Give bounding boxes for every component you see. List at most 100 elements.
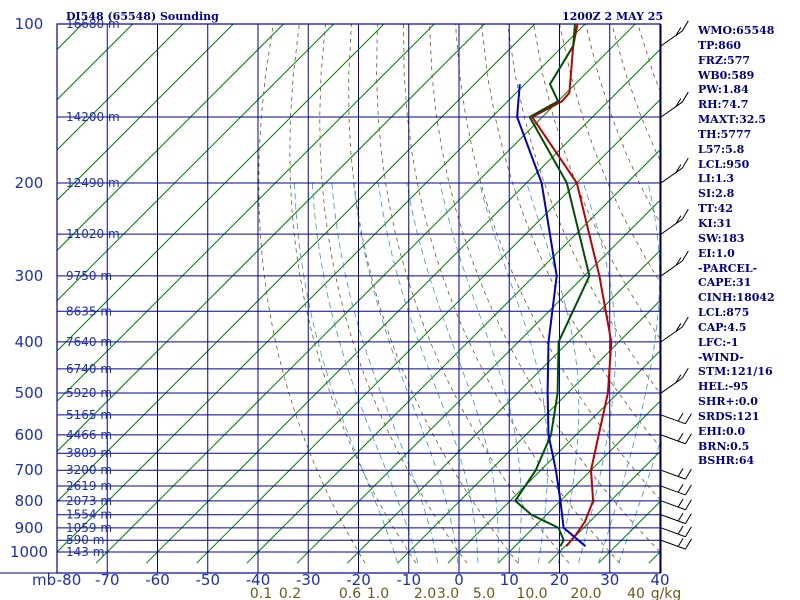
index-line: CINH:18042 — [698, 291, 775, 305]
dry-adiabat — [559, 24, 660, 283]
height-label: 6740 m — [66, 362, 112, 376]
mixing-ratio-label: 5.0 — [473, 586, 495, 600]
wind-barb-feather — [677, 525, 684, 535]
isotherm — [57, 24, 435, 402]
height-label: 3809 m — [66, 446, 112, 460]
index-line: WMO:65548 — [698, 24, 775, 37]
wind-barb-feather — [681, 20, 689, 32]
wind-barb-feather — [675, 98, 682, 107]
isotherm — [57, 24, 536, 503]
sounding-trace — [516, 84, 587, 547]
dry-adiabat — [403, 24, 621, 564]
pressure-tick-label: 400 — [15, 333, 44, 351]
moist-adiabat — [406, 182, 499, 564]
index-line: RH:74.7 — [698, 98, 749, 112]
x-tick-label: -30 — [296, 571, 321, 589]
wind-barb-feather — [675, 257, 682, 266]
wind-barb-feather — [685, 513, 692, 524]
isotherm — [145, 48, 660, 564]
height-label: 590 m — [66, 533, 104, 547]
wind-barb-feather — [677, 498, 684, 508]
moist-adiabat — [331, 182, 439, 564]
isotherm — [447, 350, 660, 564]
chart-time: 1200Z 2 MAY 25 — [562, 10, 663, 23]
wind-barb-feather — [685, 468, 692, 480]
index-line: LI:1.3 — [698, 172, 735, 186]
dry-adiabat — [289, 24, 417, 564]
moist-adiabat — [439, 182, 522, 564]
index-line: SW:183 — [698, 231, 745, 245]
height-label: 9750 m — [66, 269, 112, 283]
height-label: 2073 m — [66, 494, 112, 508]
grid — [0, 23, 661, 574]
wind-barb-feather — [685, 484, 692, 496]
wind-barb-feather — [675, 164, 682, 173]
index-line: MAXT:32.5 — [698, 113, 766, 127]
mixing-ratio-unit: g/kg — [651, 586, 682, 600]
isotherm — [57, 24, 486, 453]
y-axis-label: mb — [32, 571, 56, 589]
x-tick-label: -70 — [95, 571, 120, 589]
isotherm — [196, 99, 660, 564]
height-label: 8635 m — [66, 304, 112, 318]
wind-barb — [660, 527, 686, 538]
wind-barb-feather — [675, 215, 682, 224]
moist-adiabat — [353, 182, 459, 564]
index-line: CAPE:31 — [698, 276, 752, 290]
height-label: 11020 m — [66, 227, 120, 241]
mixing-ratio-label: 2.0 — [414, 586, 436, 600]
wind-barb-feather — [681, 250, 689, 262]
index-line: TT:42 — [698, 202, 733, 216]
sounding-traces — [513, 24, 613, 547]
wind-barb-feather — [685, 413, 692, 425]
mixing-ratio-label: 0.6 — [339, 586, 361, 600]
wind-barb-feather — [677, 538, 684, 547]
dry-adiabats — [258, 24, 660, 564]
sounding-trace — [513, 24, 591, 547]
moist-adiabat — [598, 182, 660, 564]
isotherm — [397, 300, 660, 564]
x-tick-label: 0 — [454, 571, 464, 589]
x-tick-label: 40 — [650, 571, 669, 589]
pressure-tick-label: 900 — [15, 519, 44, 537]
isotherm — [547, 450, 660, 564]
height-label: 5920 m — [66, 386, 112, 400]
dry-adiabat — [258, 24, 366, 564]
wind-barb — [660, 500, 686, 511]
wind-barb-feather — [681, 316, 689, 328]
height-label: 14200 m — [66, 110, 120, 124]
moist-adiabat — [578, 182, 617, 564]
height-label: 12490 m — [66, 176, 120, 190]
pressure-tick-label: 800 — [15, 492, 44, 510]
index-line: LCL:950 — [698, 157, 750, 171]
wind-barb-feather — [677, 483, 684, 493]
wind-barb-feather — [681, 367, 689, 379]
index-line: SHR+:0.0 — [698, 395, 758, 409]
isotherm — [246, 149, 660, 564]
isotherm — [57, 24, 234, 201]
index-line: -PARCEL- — [698, 261, 758, 275]
height-label: 7640 m — [66, 335, 112, 349]
pressure-tick-label: 200 — [15, 174, 44, 192]
wind-barb — [660, 485, 686, 496]
wind-barb-feather — [675, 374, 682, 383]
x-tick-label: -60 — [145, 571, 170, 589]
wind-barb-feather — [685, 526, 692, 537]
wind-barb — [660, 326, 683, 343]
index-line: STM:121/16 — [698, 365, 773, 379]
wind-barb — [660, 539, 686, 550]
x-tick-label: -20 — [346, 571, 371, 589]
mixing-ratio-label: 0.2 — [279, 586, 301, 600]
isotherm — [57, 24, 385, 352]
wind-barb-feather — [677, 412, 684, 422]
index-line: L57:5.8 — [698, 142, 745, 156]
x-tick-label: -50 — [196, 571, 221, 589]
dry-adiabat — [455, 24, 660, 501]
height-label: 4466 m — [66, 428, 112, 442]
wind-barb-feather — [681, 157, 689, 169]
height-label: 2619 m — [66, 479, 112, 493]
isotherm — [57, 24, 335, 302]
dry-adiabat — [348, 24, 519, 564]
sounding-trace — [530, 24, 613, 547]
